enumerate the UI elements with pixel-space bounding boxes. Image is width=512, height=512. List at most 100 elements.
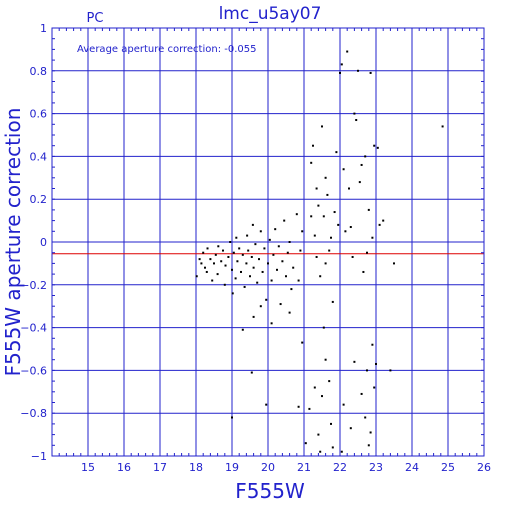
data-point xyxy=(371,236,374,239)
data-point xyxy=(222,249,224,252)
data-point xyxy=(245,262,248,265)
data-point xyxy=(277,245,280,248)
data-point xyxy=(366,251,368,254)
data-point xyxy=(313,234,316,237)
data-point xyxy=(198,258,201,261)
data-point xyxy=(340,450,343,453)
data-point xyxy=(349,427,352,430)
data-point xyxy=(357,69,359,72)
data-point xyxy=(286,251,289,254)
x-tick-label: 23 xyxy=(369,461,383,474)
data-point xyxy=(376,146,379,149)
data-point xyxy=(382,219,385,222)
data-point xyxy=(315,255,318,258)
y-tick-label: 0.8 xyxy=(30,65,48,78)
data-point xyxy=(202,251,205,254)
x-tick-label: 19 xyxy=(225,461,239,474)
data-point xyxy=(267,262,269,265)
data-point xyxy=(241,328,244,331)
data-point xyxy=(317,433,320,436)
data-point xyxy=(312,144,314,147)
y-axis-title: F555W aperture correction xyxy=(1,108,25,377)
data-point xyxy=(333,211,336,214)
corner-label: PC xyxy=(87,11,104,26)
data-point xyxy=(319,450,322,453)
data-point xyxy=(254,243,257,246)
data-point xyxy=(223,283,226,286)
data-point xyxy=(261,270,264,273)
data-point xyxy=(276,268,278,271)
data-point xyxy=(214,253,217,256)
data-point xyxy=(375,362,377,365)
y-tick-label: 0.6 xyxy=(30,108,48,121)
x-tick-label: 17 xyxy=(153,461,167,474)
data-point xyxy=(340,63,343,66)
data-point xyxy=(364,416,367,419)
data-point xyxy=(270,322,273,325)
data-point xyxy=(369,71,372,74)
annotation-text: Average aperture correction: -0.055 xyxy=(77,44,257,55)
y-tick-label: 0.2 xyxy=(30,193,48,206)
data-point xyxy=(224,264,227,267)
data-point xyxy=(272,253,275,256)
data-point xyxy=(317,204,320,207)
data-point xyxy=(304,442,307,445)
data-point xyxy=(259,230,262,233)
x-tick-label: 15 xyxy=(81,461,95,474)
y-tick-label: −0.4 xyxy=(20,322,47,335)
data-point xyxy=(231,268,233,271)
data-point xyxy=(204,266,206,269)
data-point xyxy=(279,303,282,306)
data-point xyxy=(367,444,370,447)
data-point xyxy=(247,249,250,252)
data-point xyxy=(265,298,268,301)
data-point xyxy=(252,315,255,318)
x-tick-label: 24 xyxy=(405,461,419,474)
data-point xyxy=(328,380,331,383)
data-point xyxy=(256,281,259,284)
data-point xyxy=(330,422,332,425)
x-axis-title: F555W xyxy=(235,479,305,503)
y-tick-label: 1 xyxy=(40,22,47,35)
y-tick-label: −0.2 xyxy=(20,279,47,292)
data-point xyxy=(315,187,318,190)
y-tick-label: −1 xyxy=(31,450,47,463)
data-point xyxy=(346,50,349,53)
data-point xyxy=(200,262,203,265)
data-point xyxy=(268,238,271,241)
data-point xyxy=(441,125,444,128)
data-point xyxy=(232,251,235,254)
data-point xyxy=(348,187,350,190)
x-tick-label: 20 xyxy=(261,461,275,474)
data-point xyxy=(295,213,298,216)
data-point xyxy=(251,223,254,226)
x-tick-label: 16 xyxy=(117,461,131,474)
data-point xyxy=(331,300,334,303)
data-point xyxy=(322,215,325,218)
data-point xyxy=(231,292,234,295)
x-tick-label: 21 xyxy=(297,461,311,474)
axis-ticks: 15 16 17 18 19 20 21 22 23 24 25 26 1 0.8 0.6 0.4 0.2 0 −0… xyxy=(20,22,491,474)
data-point xyxy=(378,223,381,226)
data-point xyxy=(330,236,332,239)
data-point xyxy=(353,360,356,363)
data-point xyxy=(335,151,338,154)
data-point xyxy=(241,253,244,256)
data-point xyxy=(290,288,293,291)
data-point xyxy=(328,249,331,252)
data-point xyxy=(281,260,284,263)
data-point xyxy=(243,285,246,288)
data-point xyxy=(234,277,237,280)
data-point xyxy=(324,262,327,265)
data-point xyxy=(263,247,266,250)
data-point xyxy=(250,371,253,374)
data-point xyxy=(313,386,316,389)
data-point xyxy=(351,255,354,258)
data-point xyxy=(369,431,372,434)
data-point xyxy=(297,279,300,282)
data-point xyxy=(195,275,198,278)
data-point xyxy=(367,208,370,211)
data-point xyxy=(270,279,273,282)
data-point xyxy=(308,407,311,410)
